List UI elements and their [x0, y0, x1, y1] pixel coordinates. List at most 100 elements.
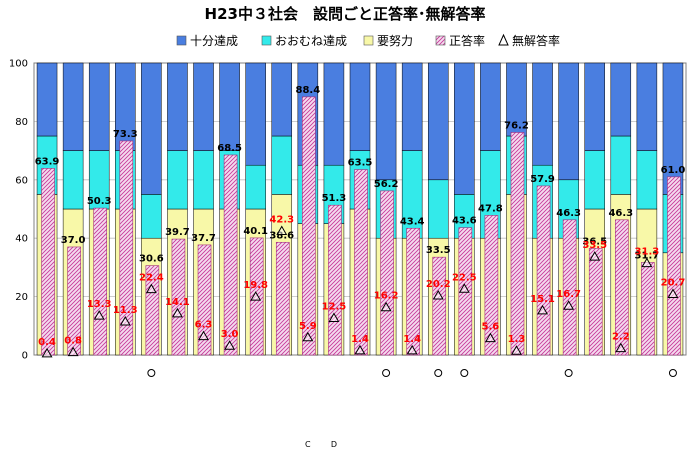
bar-jubun [167, 62, 188, 151]
bar-jubun [36, 62, 58, 137]
label-mukaito: 15.1 [530, 294, 555, 305]
category-mark: D [331, 440, 337, 449]
label-seito: 37.0 [61, 235, 86, 246]
label-seito: 46.3 [556, 208, 581, 219]
label-mukaito: 14.1 [165, 297, 190, 308]
bar-seito [536, 185, 551, 356]
bar-jubun [610, 62, 632, 137]
y-tick-label: 40 [15, 234, 28, 245]
label-seito: 56.2 [374, 179, 399, 190]
bar-jubun [193, 62, 214, 151]
marker-mukaito [458, 283, 470, 293]
bar-seito [275, 241, 290, 356]
legend-swatch-3 [435, 35, 446, 46]
label-seito: 57.9 [530, 174, 555, 185]
bar-seito [328, 204, 342, 356]
bar-seito [484, 215, 499, 356]
marker-mukaito [563, 300, 575, 310]
marker-mukaito [406, 344, 418, 355]
bar-oomune [62, 150, 84, 210]
marker-mukaito [145, 283, 157, 294]
marker-mukaito [432, 290, 444, 300]
category-mark [460, 369, 469, 377]
bar-seito [562, 219, 577, 356]
y-tick-label: 80 [15, 117, 28, 128]
bar-jubun [62, 62, 84, 151]
marker-mukaito [250, 291, 262, 301]
bar-seito [406, 227, 420, 356]
bars: 63.9 0.4 37.0 0.8 50.3 13.3 73.3 11.3 30.6 22.4 39… [35, 62, 686, 358]
category-mark [668, 369, 677, 377]
label-seito: 47.8 [478, 203, 503, 214]
bar-jubun [584, 62, 605, 151]
category-mark: C [305, 440, 311, 449]
legend: 十分達成 おおむね達成 要努力 正答率 無解答率 [176, 33, 560, 48]
label-seito: 37.7 [191, 233, 216, 244]
category-mark [564, 369, 573, 377]
bar-jubun [245, 62, 266, 166]
legend-swatch-1 [261, 35, 272, 46]
label-mukaito: 19.8 [243, 280, 268, 291]
y-tick-label: 20 [15, 292, 28, 303]
bar-jubun [532, 62, 553, 166]
marker-mukaito [537, 304, 549, 315]
label-seito: 68.5 [217, 143, 242, 154]
bar-jubun [323, 62, 345, 166]
bar-oomune [245, 164, 266, 210]
label-mukaito: 0.8 [64, 336, 82, 347]
label-mukaito: 13.3 [87, 299, 112, 310]
label-mukaito: 20.2 [426, 279, 451, 290]
legend-marker-nores [498, 33, 509, 46]
bar-oomune [271, 135, 293, 195]
marker-mukaito [302, 331, 314, 342]
label-seito: 63.9 [35, 156, 60, 167]
label-mukaito: 1.3 [508, 334, 526, 345]
label-mukaito: 16.2 [374, 291, 399, 302]
label-seito: 39.7 [165, 227, 190, 238]
legend-label-3: 正答率 [449, 33, 485, 48]
label-seito: 51.3 [322, 193, 347, 204]
bar-oomune [167, 150, 188, 210]
label-mukaito: 16.7 [556, 289, 581, 300]
label-mukaito: 31.3 [635, 247, 660, 258]
legend-label-0: 十分達成 [190, 34, 238, 48]
bar-oomune [193, 150, 214, 210]
label-seito: 46.3 [608, 208, 633, 219]
label-mukaito: 20.7 [661, 278, 686, 289]
bar-jubun [88, 62, 110, 151]
bar-seito [119, 140, 134, 356]
bar-jubun [349, 62, 371, 151]
marker-mukaito [354, 344, 366, 355]
bar-jubun [636, 62, 658, 151]
bar-seito [614, 219, 629, 356]
marker-mukaito [380, 301, 392, 312]
label-seito: 50.3 [87, 196, 112, 207]
bar-oomune [636, 150, 658, 210]
y-tick-label: 100 [9, 59, 28, 70]
marker-mukaito [328, 312, 340, 322]
bar-jubun [141, 62, 162, 195]
marker-mukaito [93, 310, 105, 320]
bar-seito [641, 262, 655, 356]
bar-seito [197, 244, 212, 356]
legend-swatch-2 [363, 35, 374, 46]
marker-mukaito [41, 347, 53, 358]
legend-swatch-0 [176, 35, 187, 46]
bar-seito [432, 256, 447, 356]
label-seito: 43.4 [400, 216, 425, 227]
marker-mukaito [667, 288, 679, 299]
bar-seito [171, 238, 186, 356]
label-mukaito: 42.3 [269, 214, 294, 225]
marker-mukaito [484, 332, 496, 343]
bar-seito [380, 190, 394, 356]
label-mukaito: 5.6 [482, 322, 500, 333]
bar-jubun [558, 62, 579, 181]
y-axis: 0 20 40 60 80 100 [9, 59, 687, 362]
y-tick-label: 60 [15, 175, 28, 186]
marker-mukaito [67, 346, 79, 357]
bar-seito [667, 176, 681, 356]
bar-oomune [610, 135, 632, 195]
label-mukaito: 2.2 [612, 332, 630, 343]
bar-jubun [454, 62, 475, 195]
